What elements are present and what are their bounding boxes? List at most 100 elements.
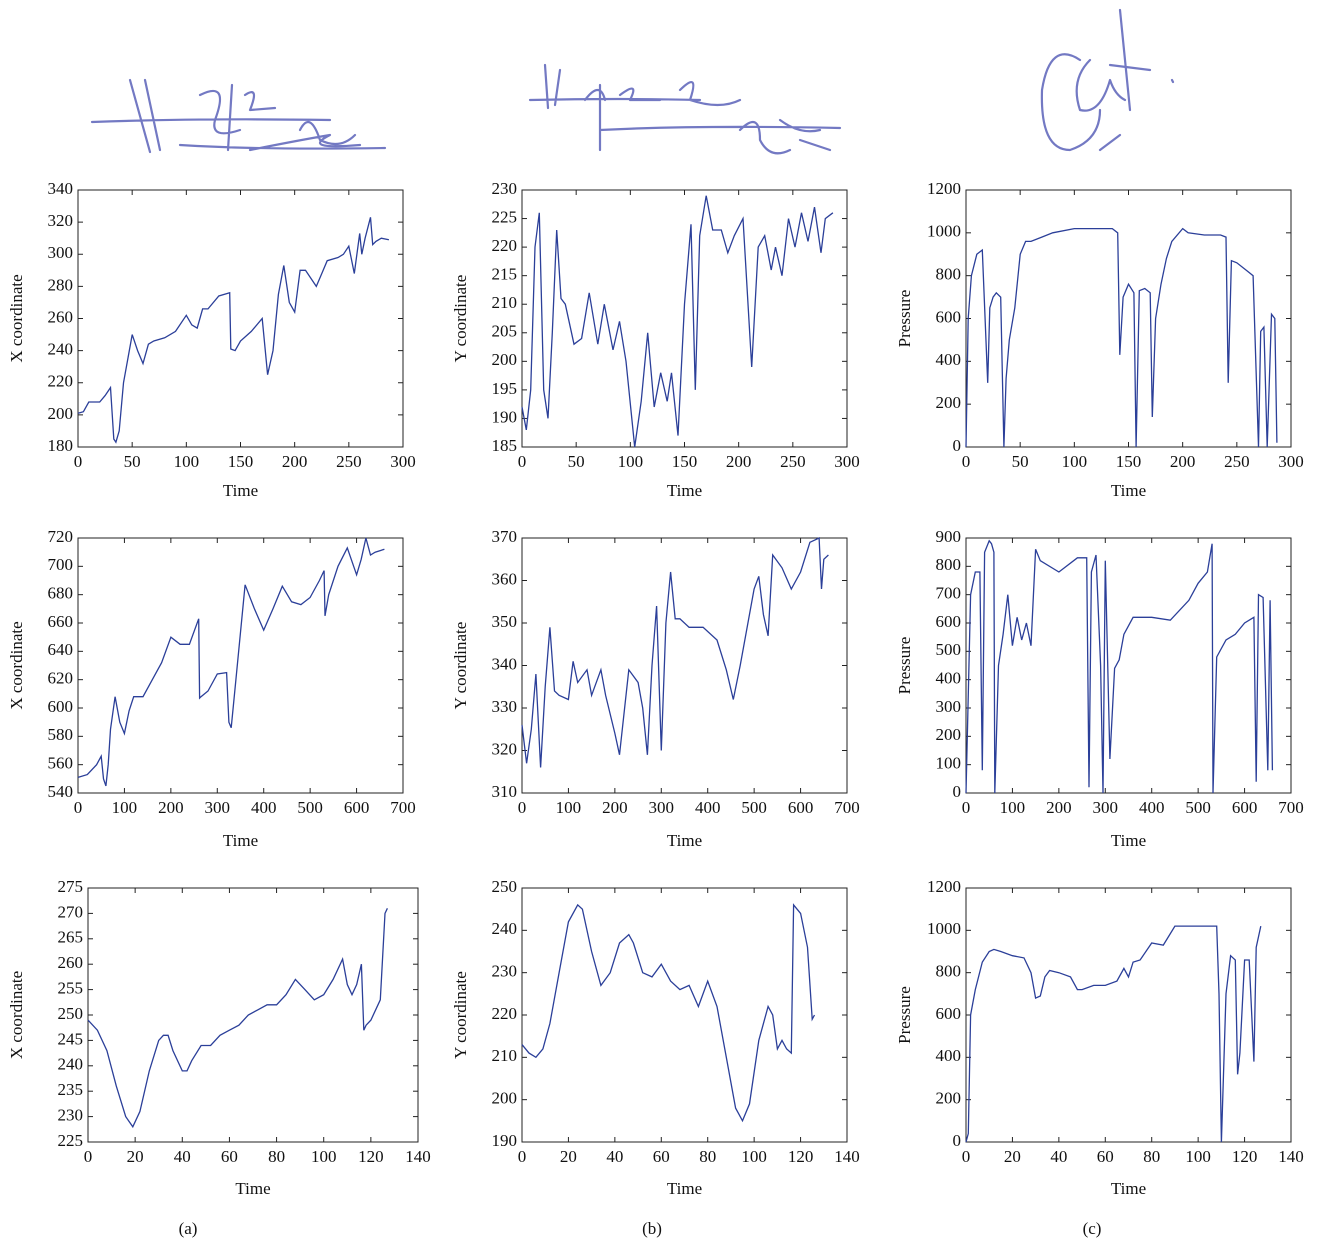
y-tick-label: 100 [936,754,962,773]
y-tick-label: 800 [936,265,962,284]
y-axis-label: Pressure [895,637,914,695]
data-line [966,926,1261,1142]
x-tick-label: 150 [672,452,698,471]
x-tick-label: 0 [518,452,527,471]
x-tick-label: 60 [653,1147,670,1166]
y-tick-label: 270 [58,902,84,921]
x-tick-label: 100 [741,1147,767,1166]
data-line [522,905,815,1121]
x-tick-label: 200 [602,798,628,817]
x-tick-label: 120 [788,1147,814,1166]
x-tick-label: 600 [1232,798,1258,817]
y-tick-label: 660 [48,612,74,631]
x-tick-label: 0 [518,798,527,817]
y-tick-label: 220 [48,372,74,391]
x-axis-label: Time [235,1179,270,1198]
y-tick-label: 600 [48,697,74,716]
y-tick-label: 600 [936,612,962,631]
x-tick-label: 150 [228,452,254,471]
x-tick-label: 500 [1185,798,1211,817]
data-line [966,229,1277,447]
x-tick-label: 100 [1062,452,1088,471]
y-tick-label: 320 [48,211,74,230]
y-tick-label: 185 [492,436,518,455]
x-tick-label: 100 [1185,1147,1211,1166]
y-tick-label: 0 [953,782,962,801]
panel-caption: (c) [1083,1219,1102,1238]
plot-frame [522,888,847,1142]
y-tick-label: 200 [936,393,962,412]
y-tick-label: 240 [492,919,518,938]
y-tick-label: 190 [492,407,518,426]
x-tick-label: 140 [1278,1147,1304,1166]
y-tick-label: 340 [48,179,74,198]
y-tick-label: 255 [58,979,84,998]
y-tick-label: 640 [48,640,74,659]
data-line [78,538,384,786]
x-axis-label: Time [1111,481,1146,500]
y-tick-label: 700 [936,584,962,603]
y-tick-label: 370 [492,527,518,546]
x-tick-label: 80 [1143,1147,1160,1166]
y-tick-label: 200 [492,1089,518,1108]
x-tick-label: 100 [618,452,644,471]
y-tick-label: 275 [58,877,84,896]
y-tick-label: 300 [48,243,74,262]
x-tick-label: 80 [268,1147,285,1166]
x-axis-label: Time [1111,1179,1146,1198]
plot-frame [966,538,1291,793]
y-tick-label: 340 [492,654,518,673]
plot-frame [78,538,403,793]
panel-caption: (b) [642,1219,662,1238]
y-tick-label: 600 [936,1004,962,1023]
data-line [522,538,828,768]
y-tick-label: 680 [48,584,74,603]
y-tick-label: 620 [48,669,74,688]
y-tick-label: 600 [936,307,962,326]
x-tick-label: 140 [834,1147,860,1166]
x-tick-label: 200 [1046,798,1072,817]
x-tick-label: 80 [699,1147,716,1166]
y-tick-label: 180 [48,436,74,455]
y-axis-label: Y coordinate [451,622,470,710]
y-tick-label: 200 [48,404,74,423]
x-tick-label: 700 [390,798,416,817]
y-tick-label: 310 [492,782,518,801]
x-tick-label: 0 [518,1147,527,1166]
y-axis-label: Y coordinate [451,971,470,1059]
plot-frame [88,888,418,1142]
y-tick-label: 1000 [927,919,961,938]
y-tick-label: 225 [58,1131,84,1150]
y-tick-label: 200 [936,1089,962,1108]
y-tick-label: 330 [492,697,518,716]
x-tick-label: 120 [358,1147,384,1166]
x-tick-label: 600 [344,798,370,817]
x-tick-label: 100 [311,1147,337,1166]
data-line [88,908,387,1127]
x-tick-label: 200 [1170,452,1196,471]
y-tick-label: 210 [492,1046,518,1065]
x-tick-label: 40 [1050,1147,1067,1166]
x-tick-label: 600 [788,798,814,817]
y-tick-label: 560 [48,754,74,773]
figure: 0501001502002503001802002202402602803003… [0,0,1319,1246]
x-tick-label: 120 [1232,1147,1258,1166]
x-tick-label: 200 [726,452,752,471]
x-tick-label: 100 [112,798,138,817]
y-tick-label: 1000 [927,222,961,241]
y-tick-label: 200 [492,350,518,369]
y-tick-label: 0 [953,1131,962,1150]
x-tick-label: 100 [1000,798,1026,817]
x-tick-label: 300 [390,452,416,471]
y-tick-label: 265 [58,928,84,947]
y-tick-label: 195 [492,379,518,398]
x-tick-label: 0 [74,798,83,817]
x-tick-label: 200 [158,798,184,817]
y-tick-label: 800 [936,555,962,574]
x-tick-label: 700 [1278,798,1304,817]
x-tick-label: 50 [1012,452,1029,471]
